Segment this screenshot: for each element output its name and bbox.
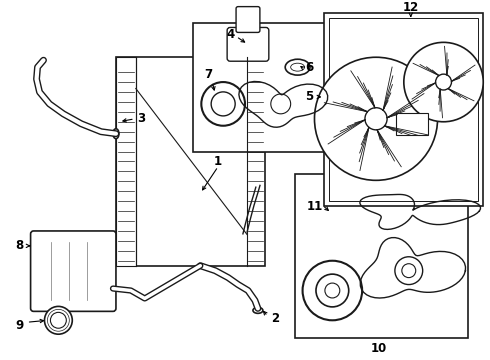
Circle shape [436,74,451,90]
Circle shape [315,57,438,180]
Text: 10: 10 [371,342,387,355]
Circle shape [211,92,235,116]
Circle shape [45,306,73,334]
Circle shape [325,283,340,298]
Bar [329,18,478,201]
FancyBboxPatch shape [227,27,269,61]
Ellipse shape [285,59,310,75]
Circle shape [201,82,245,126]
Ellipse shape [113,129,119,139]
Ellipse shape [291,63,305,71]
Bar [396,113,428,135]
Text: 3: 3 [137,112,145,125]
Text: 2: 2 [270,312,279,325]
Text: 7: 7 [204,68,212,81]
Text: 11: 11 [306,200,322,213]
Text: 8: 8 [16,239,24,252]
Text: 12: 12 [403,1,419,14]
Circle shape [395,257,423,284]
FancyBboxPatch shape [236,6,260,32]
Circle shape [365,108,387,130]
Text: 4: 4 [226,28,234,41]
Circle shape [404,42,483,122]
Bar [116,57,265,266]
Ellipse shape [253,307,263,313]
Text: 9: 9 [16,319,24,332]
Circle shape [316,274,349,307]
Bar [116,57,136,266]
Circle shape [50,312,66,328]
Text: 1: 1 [214,155,222,168]
Text: 5: 5 [305,90,314,103]
Text: 6: 6 [305,61,314,74]
Bar [194,23,332,152]
FancyBboxPatch shape [30,231,116,311]
Bar [294,174,468,338]
Circle shape [271,94,291,114]
Circle shape [302,261,362,320]
Bar [324,13,483,206]
Circle shape [402,264,416,278]
